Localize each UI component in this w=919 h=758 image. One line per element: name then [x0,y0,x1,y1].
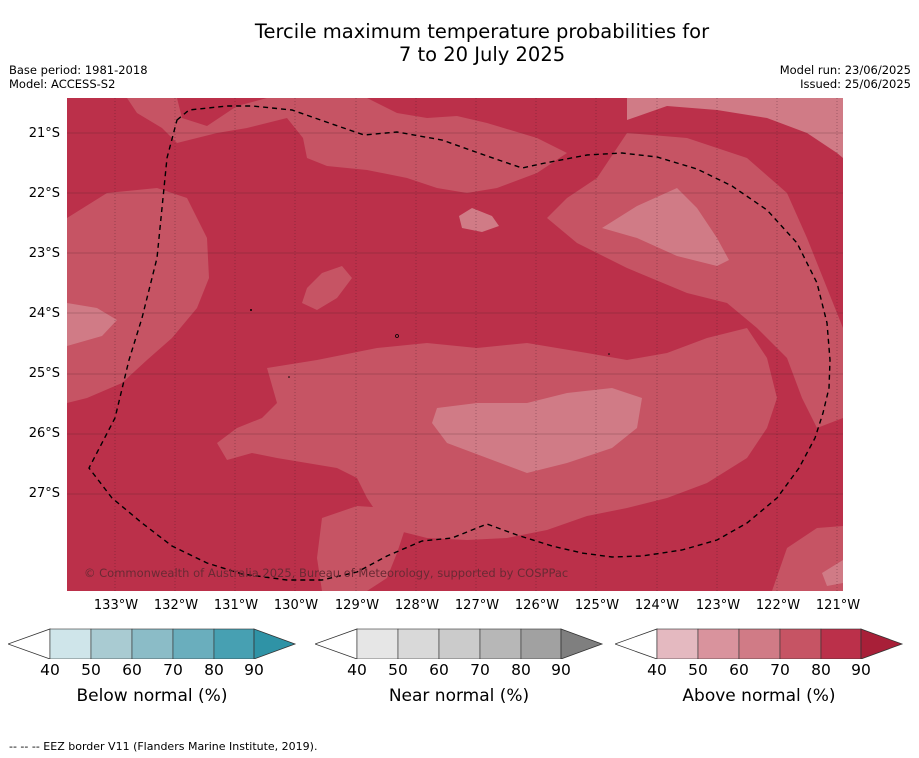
model-run: Model run: 23/06/2025 [779,63,911,77]
map-panel [67,98,843,591]
colorbar-segment [656,628,699,659]
colorbar-tick: 70 [163,661,183,679]
island-marker [250,309,252,311]
colorbar-tick: 50 [688,661,708,679]
copyright-text: © Commonwealth of Australia 2025, Bureau… [84,566,569,580]
colorbar-above-normal [615,628,904,659]
colorbar-below-normal [8,628,297,659]
colorbar-tick: 70 [770,661,790,679]
colorbar-segment [520,628,562,659]
above-70-region-ne [547,133,843,428]
map-title: Tercile maximum temperature probabilitie… [0,20,919,66]
colorbar-segment [820,628,862,659]
colorbar-min-arrow [315,628,358,659]
above-70-region-south [317,506,407,591]
lat-label: 23°S [28,246,60,261]
colorbar-tick: 60 [429,661,449,679]
lon-label: 133°W [93,598,139,613]
colorbar-max-arrow [860,628,904,659]
colorbar-segment [131,628,174,659]
lat-label: 24°S [28,306,60,321]
colorbar-near-normal [315,628,604,659]
colorbar-min-arrow [8,628,51,659]
lon-label: 129°W [334,598,380,613]
colorbar-tick: 80 [204,661,224,679]
colorbar-segment [779,628,822,659]
title-line-1: Tercile maximum temperature probabilitie… [254,20,710,43]
above-60-region-se-corner [822,560,843,586]
colorbar-max-arrow [560,628,604,659]
meta-right: Model run: 23/06/2025 Issued: 25/06/2025 [780,63,911,91]
colorbar-segment [697,628,740,659]
colorbar-tick: 90 [851,661,871,679]
lat-label: 21°S [28,126,60,141]
colorbar-tick: 40 [647,661,667,679]
colorbar-segment [397,628,440,659]
probability-map [67,98,843,591]
colorbar-segment [213,628,255,659]
colorbar-max-arrow [253,628,297,659]
island-marker [608,353,610,355]
colorbar-min-arrow [615,628,658,659]
lon-label: 128°W [394,598,440,613]
colorbar-segment [172,628,215,659]
colorbar-segment [438,628,481,659]
lon-label: 132°W [153,598,199,613]
lat-grid-lines [67,132,843,495]
colorbar-tick: 60 [122,661,142,679]
colorbar-title-below: Below normal (%) [76,686,228,706]
colorbar-tick: 70 [470,661,490,679]
colorbar-title-above: Above normal (%) [682,686,836,706]
issued-date: Issued: 25/06/2025 [800,77,911,91]
colorbar-tick: 60 [729,661,749,679]
colorbar-tick: 90 [551,661,571,679]
colorbar-tick: 40 [40,661,60,679]
above-70-region-west [67,188,209,403]
lon-label: 130°W [273,598,319,613]
colorbar-tick: 50 [81,661,101,679]
above-70-region-small [302,266,352,310]
lon-label: 121°W [815,598,861,613]
above-70-region-north [127,98,567,193]
base-period: Base period: 1981-2018 [9,63,148,77]
lon-label: 126°W [514,598,560,613]
colorbar-tick: 80 [511,661,531,679]
above-60-region-center [432,388,642,473]
lat-label: 25°S [28,366,60,381]
island-marker [395,334,399,338]
colorbar-title-near: Near normal (%) [388,686,530,706]
colorbar-segment [356,628,399,659]
above-60-region-east [602,188,729,266]
lon-label: 124°W [634,598,680,613]
lon-label: 127°W [454,598,500,613]
colorbar-tick: 80 [811,661,831,679]
colorbar-tick: 40 [347,661,367,679]
colorbar-segment [479,628,522,659]
colorbar-segment [90,628,133,659]
colorbar-segment [49,628,92,659]
model-name: Model: ACCESS-S2 [9,77,116,91]
colorbar-segment [738,628,781,659]
colorbar-tick: 90 [244,661,264,679]
colorbar-tick: 50 [388,661,408,679]
eez-border [88,105,831,581]
above-60-region-ne-corner [627,98,843,158]
lat-label: 26°S [28,426,60,441]
title-line-2: 7 to 20 July 2025 [398,43,566,66]
grid-lines [114,98,838,591]
above-60-region-west [67,303,117,346]
lon-label: 122°W [755,598,801,613]
lon-label: 123°W [695,598,741,613]
lat-label: 27°S [28,486,60,501]
meta-left: Base period: 1981-2018 Model: ACCESS-S2 [9,63,148,91]
island-marker [288,376,290,378]
eez-footnote: -- -- -- EEZ border V11 (Flanders Marine… [9,740,318,753]
lon-label: 125°W [574,598,620,613]
above-60-region-small [459,208,499,232]
lon-label: 131°W [213,598,259,613]
lat-label: 22°S [28,186,60,201]
